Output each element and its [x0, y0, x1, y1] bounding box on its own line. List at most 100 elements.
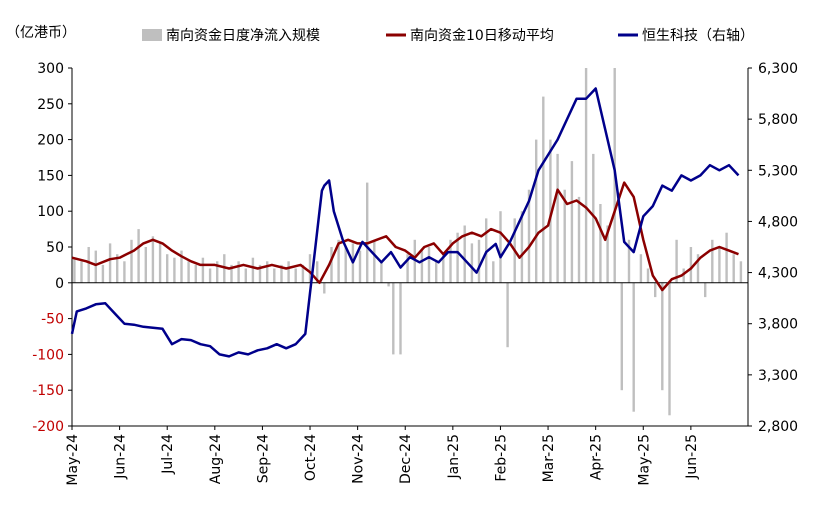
left-tick-label-10: -200	[32, 419, 64, 435]
daily-bar-4	[101, 264, 105, 283]
daily-bar-0	[73, 257, 76, 283]
daily-bar-9	[137, 229, 140, 283]
daily-bar-57	[477, 239, 481, 283]
daily-bar-51	[435, 261, 438, 283]
daily-bar-65	[535, 139, 538, 283]
right-tick-label-3: 4,800	[758, 214, 798, 230]
daily-bar-75	[606, 225, 609, 283]
daily-bar-33	[308, 254, 312, 283]
x-tick-label-9: Feb-25	[493, 434, 509, 482]
x-tick-label-11: Apr-25	[589, 434, 605, 480]
daily-bar-49	[420, 250, 424, 283]
hstech-line	[70, 87, 740, 358]
daily-bar-70	[570, 161, 574, 283]
daily-bar-11	[151, 236, 155, 283]
daily-bar-28	[273, 268, 276, 283]
left-axis-unit: （亿港币）	[6, 25, 76, 41]
right-tick-label-0: 6,300	[758, 61, 798, 77]
x-tick-label-10: Mar-25	[541, 434, 557, 482]
daily-bar-23	[237, 261, 240, 283]
daily-bar-84	[668, 282, 671, 416]
left-tick-label-8: -100	[32, 347, 64, 363]
bars-layer	[73, 68, 743, 416]
daily-bar-83	[661, 282, 664, 391]
daily-bar-42	[373, 239, 376, 283]
daily-bar-52	[442, 254, 445, 283]
left-tick-label-1: 250	[37, 97, 64, 113]
daily-bar-54	[456, 232, 459, 283]
legend-ma-label: 南向资金10日移动平均	[410, 28, 554, 44]
daily-bar-16	[187, 261, 190, 283]
daily-bar-6	[116, 254, 119, 283]
daily-bar-10	[144, 247, 147, 283]
legend: 南向资金日度净流入规模 南向资金10日移动平均 恒生科技（右轴）	[142, 28, 754, 44]
legend-hstech-label: 恒生科技（右轴）	[642, 28, 754, 44]
daily-bar-69	[563, 189, 566, 283]
legend-bar-swatch	[142, 29, 162, 41]
daily-bar-67	[549, 139, 552, 283]
daily-bar-26	[258, 264, 262, 283]
daily-bar-59	[492, 261, 495, 283]
daily-bar-17	[194, 264, 197, 283]
daily-bar-24	[244, 268, 247, 283]
daily-bar-19	[208, 268, 212, 283]
daily-bar-40	[358, 250, 362, 283]
legend-bar-label: 南向资金日度净流入规模	[166, 28, 320, 44]
daily-bar-7	[123, 261, 126, 283]
left-tick-label-0: 300	[37, 61, 64, 77]
daily-bar-91	[718, 247, 721, 283]
daily-bar-5	[108, 243, 112, 283]
left-tick-label-2: 200	[37, 133, 64, 149]
right-tick-label-7: 2,800	[758, 419, 798, 435]
daily-bar-87	[689, 247, 693, 283]
daily-bar-13	[166, 254, 169, 283]
x-tick-label-6: Nov-24	[351, 434, 367, 484]
x-tick-label-7: Dec-24	[398, 434, 414, 484]
x-tick-label-0: May-24	[65, 434, 81, 486]
x-tick-label-2: Jul-24	[160, 434, 176, 475]
daily-bar-50	[427, 247, 431, 283]
x-tick-label-12: May-25	[636, 434, 652, 486]
daily-bar-3	[94, 250, 97, 283]
daily-bar-82	[654, 282, 657, 298]
daily-bar-20	[216, 261, 219, 283]
left-tick-label-4: 100	[37, 204, 64, 220]
daily-bar-55	[463, 225, 466, 283]
left-tick-label-6: 0	[55, 276, 64, 292]
daily-bar-8	[130, 239, 133, 283]
daily-bar-32	[301, 264, 305, 283]
daily-bar-85	[675, 239, 678, 283]
daily-bar-61	[506, 282, 509, 348]
lines-layer	[70, 87, 740, 358]
daily-bar-1	[80, 261, 83, 283]
left-tick-label-7: -50	[41, 312, 64, 328]
x-tick-label-1: Jun-24	[113, 434, 129, 480]
daily-bar-64	[527, 189, 531, 283]
daily-bar-22	[230, 264, 233, 283]
daily-bar-48	[413, 239, 416, 283]
x-tick-label-4: Sep-24	[255, 434, 271, 483]
daily-bar-45	[392, 282, 395, 355]
daily-bar-86	[682, 268, 685, 283]
daily-bar-43	[380, 261, 383, 283]
ma10-line	[71, 181, 739, 292]
daily-bar-68	[556, 153, 559, 283]
x-tick-label-3: Aug-24	[208, 434, 224, 484]
daily-bar-94	[739, 261, 743, 283]
daily-bar-53	[449, 239, 452, 283]
daily-bar-29	[280, 264, 283, 283]
daily-bar-77	[620, 282, 623, 391]
daily-bar-47	[406, 254, 409, 283]
daily-bar-34	[316, 261, 319, 283]
daily-bar-30	[287, 261, 290, 283]
left-tick-label-3: 150	[37, 168, 64, 184]
daily-bar-37	[337, 239, 340, 283]
daily-bar-79	[632, 282, 635, 412]
daily-bar-38	[344, 247, 347, 283]
daily-bar-27	[266, 261, 269, 283]
daily-bar-56	[470, 243, 474, 283]
daily-bar-14	[173, 257, 176, 283]
daily-bar-72	[584, 68, 588, 283]
right-tick-label-2: 5,300	[758, 163, 798, 179]
